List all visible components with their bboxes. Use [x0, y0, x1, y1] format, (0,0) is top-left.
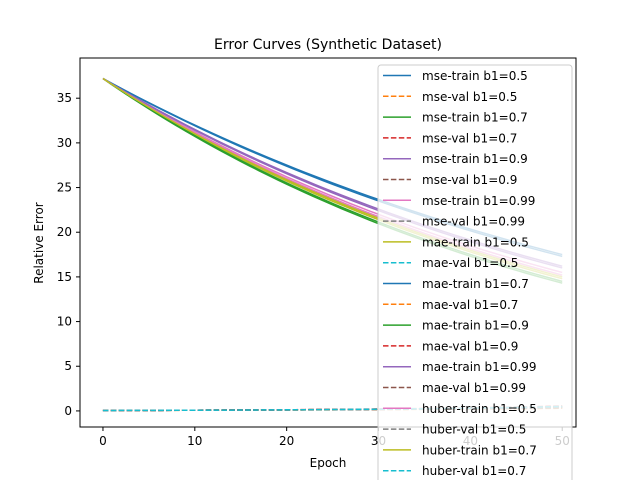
legend-label-12: mae-train b1=0.9 [422, 319, 529, 333]
x-tick-label-0: 0 [99, 434, 107, 448]
y-tick-label-6: 30 [57, 136, 72, 150]
y-tick-label-5: 25 [57, 181, 72, 195]
x-axis-label: Epoch [310, 456, 347, 470]
legend-label-11: mae-val b1=0.7 [422, 298, 518, 312]
y-tick-label-2: 10 [57, 315, 72, 329]
chart-title: Error Curves (Synthetic Dataset) [214, 37, 442, 53]
legend-label-14: mae-train b1=0.99 [422, 360, 537, 374]
legend-box [377, 64, 573, 480]
legend-label-15: mae-val b1=0.99 [422, 381, 526, 395]
legend-label-7: mse-val b1=0.99 [422, 215, 525, 229]
x-tick-label-2: 20 [279, 434, 294, 448]
legend-label-1: mse-val b1=0.5 [422, 90, 517, 104]
legend-label-13: mae-val b1=0.9 [422, 339, 518, 353]
chart-legend: mse-train b1=0.5 mse-val b1=0.5 mse-train … [377, 64, 573, 480]
y-axis-label: Relative Error [32, 202, 46, 284]
legend-label-6: mse-train b1=0.99 [422, 194, 535, 208]
y-tick-label-0: 0 [64, 404, 72, 418]
legend-label-10: mae-train b1=0.7 [422, 277, 529, 291]
plot-frame [79, 57, 577, 428]
y-axis-ticks: 0 5 10 15 20 25 30 35 [57, 91, 80, 418]
legend-label-4: mse-train b1=0.9 [422, 152, 528, 166]
y-tick-label-3: 15 [57, 270, 72, 284]
legend-label-18: huber-train b1=0.7 [422, 443, 537, 457]
legend-label-0: mse-train b1=0.5 [422, 69, 528, 83]
y-tick-label-4: 20 [57, 225, 72, 239]
legend-label-19: huber-val b1=0.7 [422, 464, 526, 478]
legend-label-5: mse-val b1=0.9 [422, 173, 517, 187]
y-tick-label-1: 5 [64, 359, 72, 373]
legend-label-8: mae-train b1=0.5 [422, 235, 529, 249]
x-tick-label-1: 10 [187, 434, 202, 448]
legend-label-17: huber-val b1=0.5 [422, 423, 526, 437]
y-tick-label-7: 35 [57, 91, 72, 105]
legend-label-9: mae-val b1=0.5 [422, 256, 518, 270]
legend-label-3: mse-val b1=0.7 [422, 131, 517, 145]
legend-label-16: huber-train b1=0.5 [422, 402, 537, 416]
legend-label-2: mse-train b1=0.7 [422, 111, 528, 125]
